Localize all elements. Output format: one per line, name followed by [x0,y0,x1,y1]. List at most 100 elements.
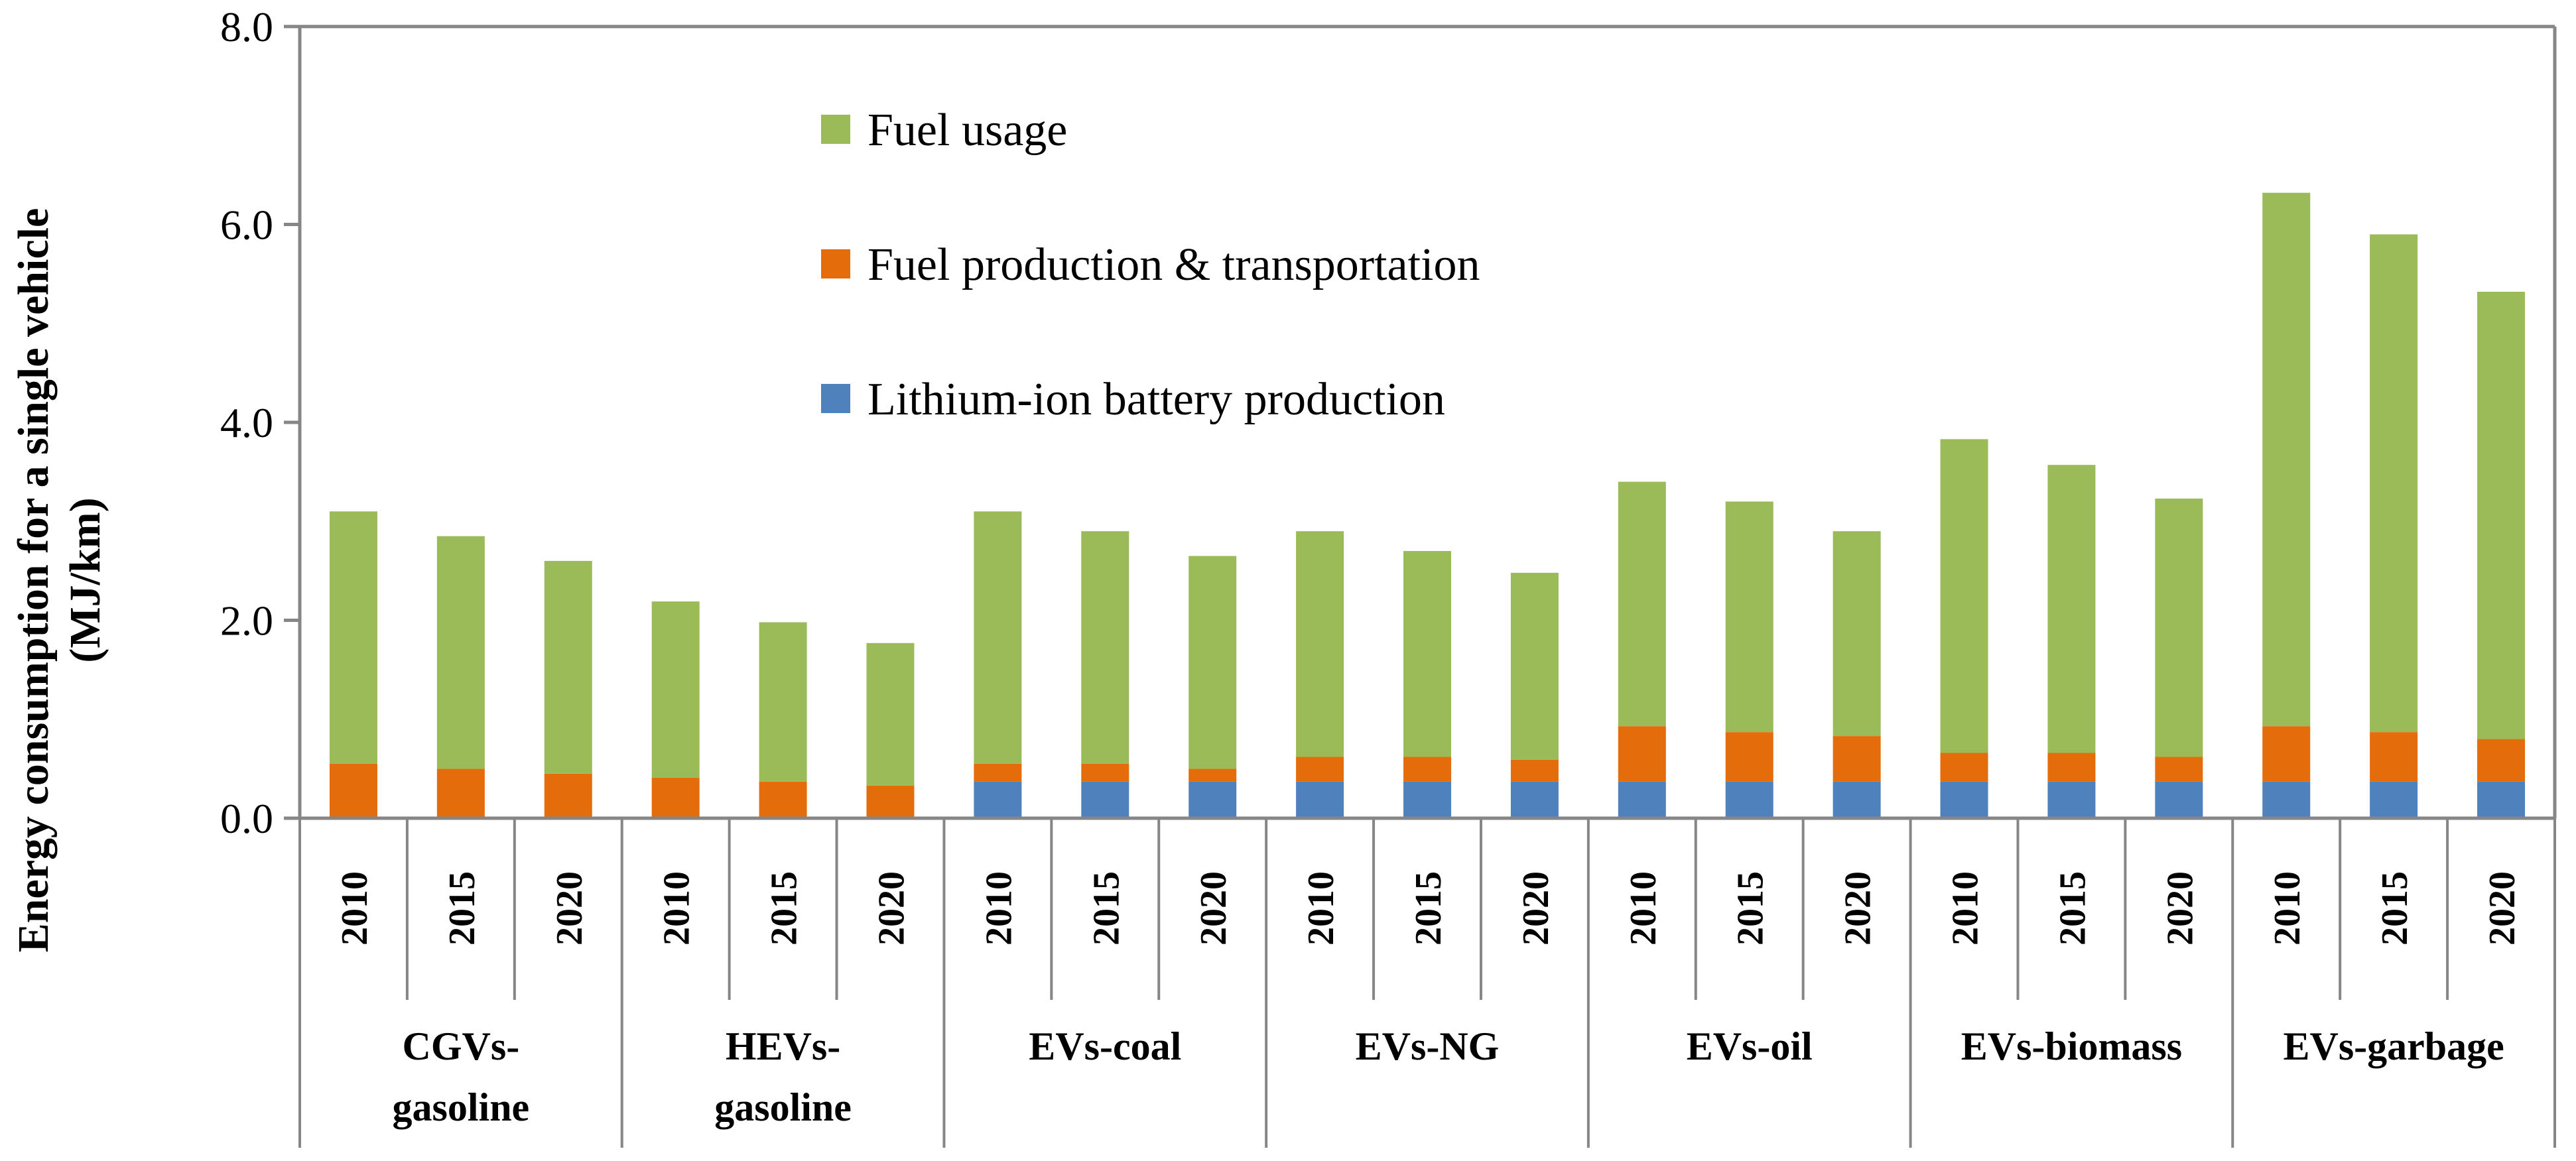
y-axis-title: Energy consumption for a single vehicle(… [9,208,109,953]
year-tick-label: 2010 [334,871,375,946]
y-tick-label: 6.0 [220,202,273,249]
y-tick-labels: 0.0 2.0 4.0 6.0 8.0 [220,3,273,842]
legend-swatch [821,115,850,144]
bar-segment [2155,757,2203,782]
bar-segment [436,768,485,818]
bar-segment [2370,234,2418,733]
year-tick-label: 2015 [2052,871,2093,946]
group-label: EVs-biomass [1961,1024,2182,1068]
y-axis-title-line1: Energy consumption for a single vehicle [9,208,58,953]
bar-segment [651,601,700,778]
bar-segment [1618,781,1666,818]
bar-segment [2370,781,2418,818]
bar-segment [1189,768,1237,782]
bar-segment [1510,572,1559,760]
bar-segment [329,511,377,764]
year-tick-label: 2015 [442,871,483,946]
bar-segment [1403,781,1451,818]
bar-segment [1725,732,1773,782]
bar-segment [974,511,1022,764]
bar-segment [2370,732,2418,782]
y-tick-label: 4.0 [220,399,273,446]
bar-segment [1189,781,1237,818]
y-tick-label: 2.0 [220,597,273,644]
legend-label: Fuel usage [868,105,1067,156]
bar-segment [544,773,592,818]
bar-segment [1189,556,1237,769]
y-tick-label: 8.0 [220,3,273,50]
year-tick-label: 2020 [871,871,912,946]
year-tick-label: 2020 [1838,871,1879,946]
bar-segment [2047,781,2096,818]
year-tick-label: 2020 [2159,871,2201,946]
bar-segment [759,622,807,782]
group-label: EVs-coal [1029,1024,1181,1068]
legend: Fuel usage Fuel production & transportati… [821,105,1480,425]
year-tick-label: 2020 [2482,871,2523,946]
y-axis-title-line2: (MJ/km) [61,497,109,662]
bar-segment [1618,726,1666,782]
year-tick-label: 2015 [1408,871,1449,946]
bar-segment [1833,781,1881,818]
bar-segment [1725,781,1773,818]
bar-segment [1081,781,1129,818]
bar-segment [1618,481,1666,727]
bar-segment [866,642,915,786]
bar-segment [866,785,915,818]
bar-segment [2047,753,2096,782]
bar-segment [759,781,807,818]
bar-segment [329,763,377,818]
bar-segment [1725,501,1773,733]
x-category-axis: 2010 2015 2020 CGVs-gasoline 2010 2015 2020 HEV… [298,818,2556,1148]
bar-segment [1833,736,1881,782]
bar-segment [651,777,700,818]
bar-segment [1296,781,1344,818]
year-tick-label: 2015 [1730,871,1771,946]
bar-segment [1081,763,1129,782]
year-tick-label: 2015 [2374,871,2415,946]
year-tick-label: 2010 [2267,871,2308,946]
bars [329,192,2526,818]
group-label: HEVs- [726,1024,840,1068]
year-tick-label: 2010 [978,871,1019,946]
bar-segment [2047,465,2096,753]
y-tick-label: 0.0 [220,795,273,842]
bar-segment [974,763,1022,782]
group-label: gasoline [393,1085,530,1129]
year-tick-label: 2010 [1301,871,1342,946]
bar-segment [974,781,1022,818]
year-tick-label: 2010 [1945,871,1986,946]
bar-segment [1940,439,1988,753]
axes [284,25,2557,820]
bar-segment [2477,781,2526,818]
legend-label: Lithium-ion battery production [868,374,1445,425]
year-tick-label: 2020 [1515,871,1557,946]
bar-segment [2262,726,2311,782]
year-tick-label: 2015 [764,871,805,946]
year-tick-label: 2010 [657,871,698,946]
bar-segment [1081,531,1129,764]
group-label: EVs-NG [1356,1024,1500,1068]
bar-segment [1510,759,1559,782]
group-label: EVs-garbage [2283,1024,2504,1068]
bar-segment [436,536,485,769]
bar-segment [2155,498,2203,757]
bar-segment [1940,781,1988,818]
year-tick-label: 2020 [1193,871,1234,946]
bar-segment [544,560,592,774]
legend-swatch [821,384,850,413]
bar-segment [1296,757,1344,782]
bar-segment [1403,757,1451,782]
bar-segment [2477,291,2526,739]
bar-segment [2262,192,2311,727]
bar-segment [1510,781,1559,818]
bar-segment [1403,551,1451,757]
bar-segment [1833,531,1881,737]
year-tick-label: 2020 [549,871,590,946]
group-label: EVs-oil [1687,1024,1813,1068]
bar-segment [2262,781,2311,818]
year-tick-label: 2010 [1623,871,1664,946]
bar-segment [2477,739,2526,782]
group-label: CGVs- [403,1024,520,1068]
